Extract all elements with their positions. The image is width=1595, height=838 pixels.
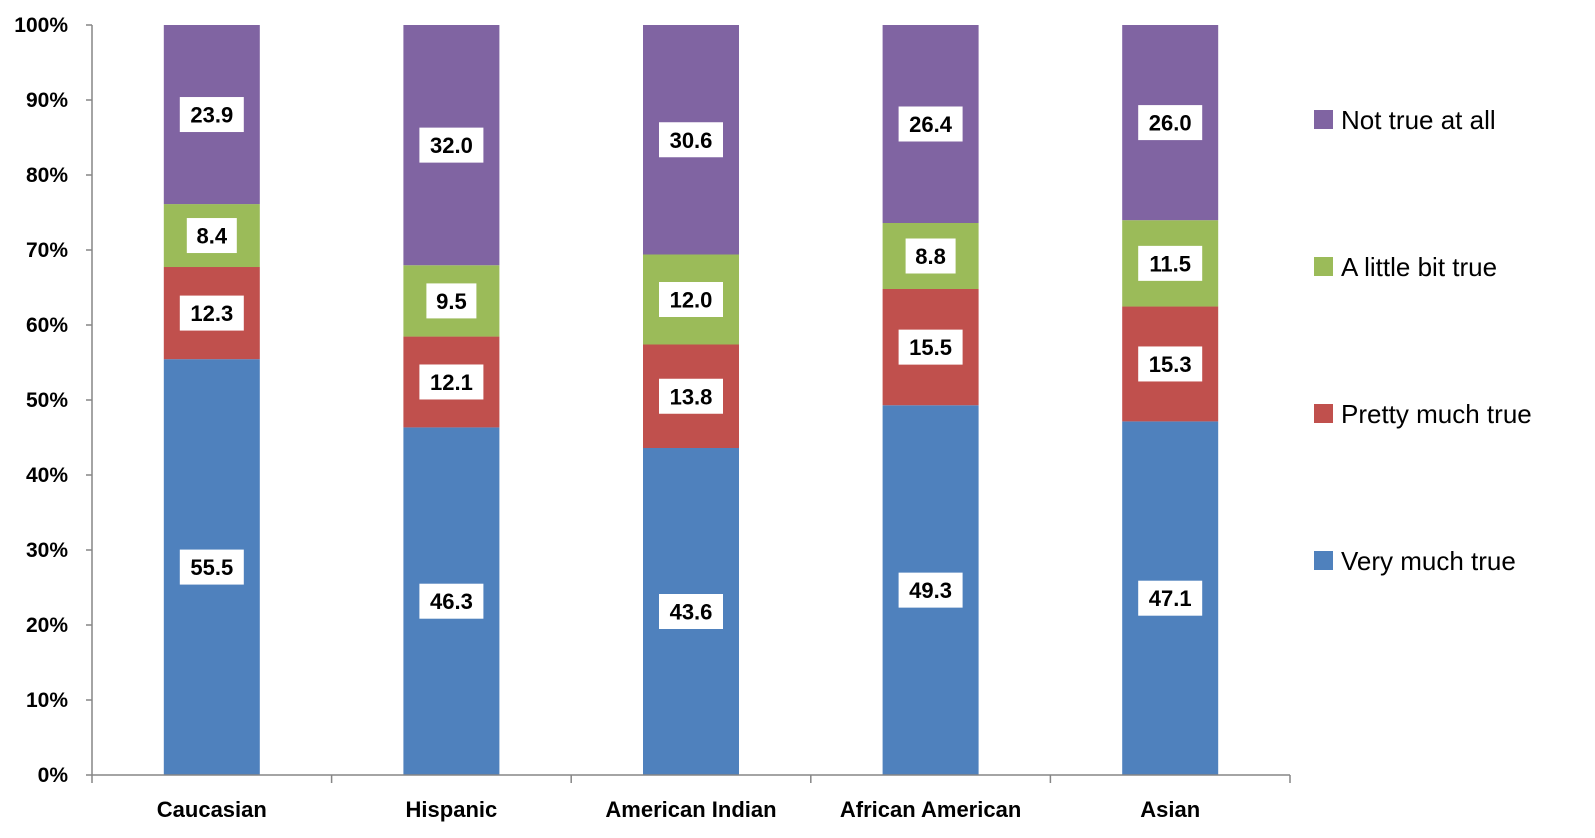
y-tick-label: 40% <box>26 464 68 487</box>
data-label-hispanic-pretty-much-true: 12.1 <box>430 370 473 395</box>
data-label-box <box>426 283 477 319</box>
y-tick-label: 70% <box>26 239 68 262</box>
x-tick-label-hispanic: Hispanic <box>406 797 498 822</box>
data-label-asian-not-true-at-all: 26.0 <box>1149 111 1192 136</box>
data-label-caucasian-a-little-bit-true: 8.4 <box>197 224 228 249</box>
plot-area: 55.5 12.3 8.4 23.9 46.3 12.1 9.5 32.0 43.6 13.8 12… <box>14 14 1291 822</box>
data-label-african-american-pretty-much-true: 15.5 <box>909 335 952 360</box>
data-label-american-indian-not-true-at-all: 30.6 <box>670 128 713 153</box>
data-label-box <box>898 572 963 608</box>
x-tick-label-caucasian: Caucasian <box>157 797 267 822</box>
data-label-box <box>659 594 723 629</box>
legend-swatch-very-much-true <box>1314 551 1333 570</box>
data-label-box <box>179 549 244 585</box>
legend-label-very-much-true: Very much true <box>1341 546 1516 576</box>
y-tick-label: 0% <box>38 764 69 787</box>
data-labels-layer: 55.5 12.3 8.4 23.9 46.3 12.1 9.5 32.0 43.6 13.8 12… <box>179 97 1203 629</box>
data-label-caucasian-pretty-much-true: 12.3 <box>190 301 233 326</box>
data-label-caucasian-very-much-true: 55.5 <box>190 555 233 580</box>
data-label-box <box>419 364 484 400</box>
y-tick-label: 60% <box>26 314 68 337</box>
data-label-box <box>898 106 963 142</box>
data-label-box <box>898 329 963 365</box>
legend-label-pretty-much-true: Pretty much true <box>1341 399 1532 429</box>
data-label-african-american-a-little-bit-true: 8.8 <box>915 244 946 269</box>
y-tick-label: 30% <box>26 539 68 562</box>
y-tick-label: 20% <box>26 614 68 637</box>
data-label-american-indian-pretty-much-true: 13.8 <box>670 384 713 409</box>
y-tick-label: 50% <box>26 389 68 412</box>
x-tick-label-american-indian: American Indian <box>605 797 776 822</box>
data-label-asian-pretty-much-true: 15.3 <box>1149 352 1192 377</box>
legend-swatch-not-true-at-all <box>1314 110 1333 129</box>
x-tick-label-asian: Asian <box>1140 797 1200 822</box>
data-label-box <box>1138 105 1203 141</box>
legend-label-a-little-bit-true: A little bit true <box>1341 252 1497 282</box>
data-label-african-american-not-true-at-all: 26.4 <box>909 112 953 137</box>
axes-layer: 0% 10% 20% 30% 40% 50% 60% 70% 80% 90% 100% Caucasi… <box>14 14 1291 822</box>
data-label-box <box>905 238 956 274</box>
data-label-box <box>179 295 244 331</box>
data-label-box <box>186 218 237 254</box>
data-label-hispanic-very-much-true: 46.3 <box>430 589 473 614</box>
data-label-hispanic-a-little-bit-true: 9.5 <box>436 289 467 314</box>
x-tick-label-african-american: African American <box>840 797 1021 822</box>
data-label-american-indian-very-much-true: 43.6 <box>670 600 713 625</box>
legend-swatch-pretty-much-true <box>1314 404 1333 423</box>
data-label-box <box>419 583 484 619</box>
data-label-box <box>1138 580 1203 616</box>
data-label-box <box>659 378 723 414</box>
data-label-box <box>659 282 723 317</box>
data-label-box <box>419 127 484 163</box>
y-tick-label: 10% <box>26 689 68 712</box>
legend-swatch-a-little-bit-true <box>1314 257 1333 276</box>
data-label-asian-a-little-bit-true: 11.5 <box>1149 251 1191 276</box>
data-label-box <box>659 122 723 158</box>
data-label-caucasian-not-true-at-all: 23.9 <box>190 103 233 128</box>
data-label-asian-very-much-true: 47.1 <box>1149 586 1192 611</box>
y-tick-label: 80% <box>26 164 68 187</box>
data-label-box <box>1138 245 1203 281</box>
data-label-african-american-very-much-true: 49.3 <box>909 578 952 603</box>
data-label-hispanic-not-true-at-all: 32.0 <box>430 133 473 158</box>
data-label-box <box>1138 346 1203 382</box>
data-label-american-indian-a-little-bit-true: 12.0 <box>670 288 713 313</box>
data-label-box <box>179 97 244 133</box>
y-tick-label: 100% <box>14 14 68 37</box>
y-tick-label: 90% <box>26 89 68 112</box>
legend-label-not-true-at-all: Not true at all <box>1341 105 1496 135</box>
legend: Not true at all A little bit true Pretty m… <box>1314 105 1532 576</box>
